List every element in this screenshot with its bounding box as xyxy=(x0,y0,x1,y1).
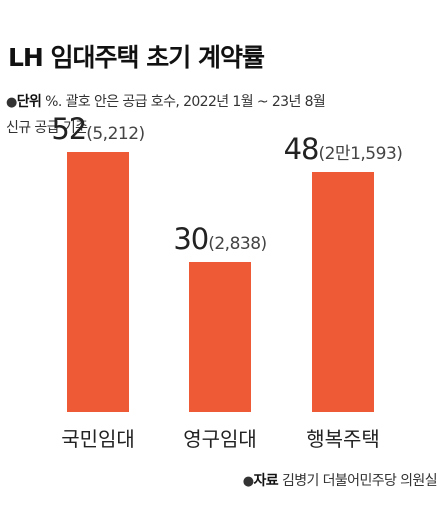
bar-2 xyxy=(189,262,251,412)
category-label: 국민임대 xyxy=(61,427,135,451)
source-text: 김병기 더불어민주당 의원실 xyxy=(281,473,438,489)
bar-1 xyxy=(67,152,129,412)
bar-value: 52 xyxy=(51,112,86,146)
bar-supply-count: (2,838) xyxy=(208,234,266,254)
category-label: 영구임대 xyxy=(183,427,257,451)
bar-value: 48 xyxy=(284,132,319,166)
bar-value-label: 30(2,838) xyxy=(173,222,266,256)
chart-title: LH 임대주택 초기 계약률 xyxy=(8,43,265,72)
bar-3 xyxy=(312,172,374,412)
bullet-icon: ● xyxy=(242,474,254,489)
bar-chart: 52(5,212) 국민임대 30(2,838) 영구임대 48(2만1,593) 행복주… xyxy=(51,112,403,451)
source-note: ●자료 김병기 더불어민주당 의원실 xyxy=(242,470,438,490)
source-label: 자료 xyxy=(253,473,279,489)
bar-supply-count: (2만1,593) xyxy=(319,144,403,164)
category-label: 행복주택 xyxy=(306,427,380,451)
unit-label: 단위 xyxy=(16,94,42,110)
unit-text: %. 괄호 안은 공급 호수, 2022년 1월 ~ 23년 8월 xyxy=(45,94,326,110)
bar-value: 30 xyxy=(173,222,208,256)
bullet-icon: ● xyxy=(6,95,17,110)
unit-note: ●단위 %. 괄호 안은 공급 호수, 2022년 1월 ~ 23년 8월 xyxy=(6,91,326,111)
bar-value-label: 48(2만1,593) xyxy=(284,132,403,166)
bar-supply-count: (5,212) xyxy=(86,124,144,144)
bar-value-label: 52(5,212) xyxy=(51,112,144,146)
unit-note-line2: 신규 공급 기준 xyxy=(6,120,88,136)
